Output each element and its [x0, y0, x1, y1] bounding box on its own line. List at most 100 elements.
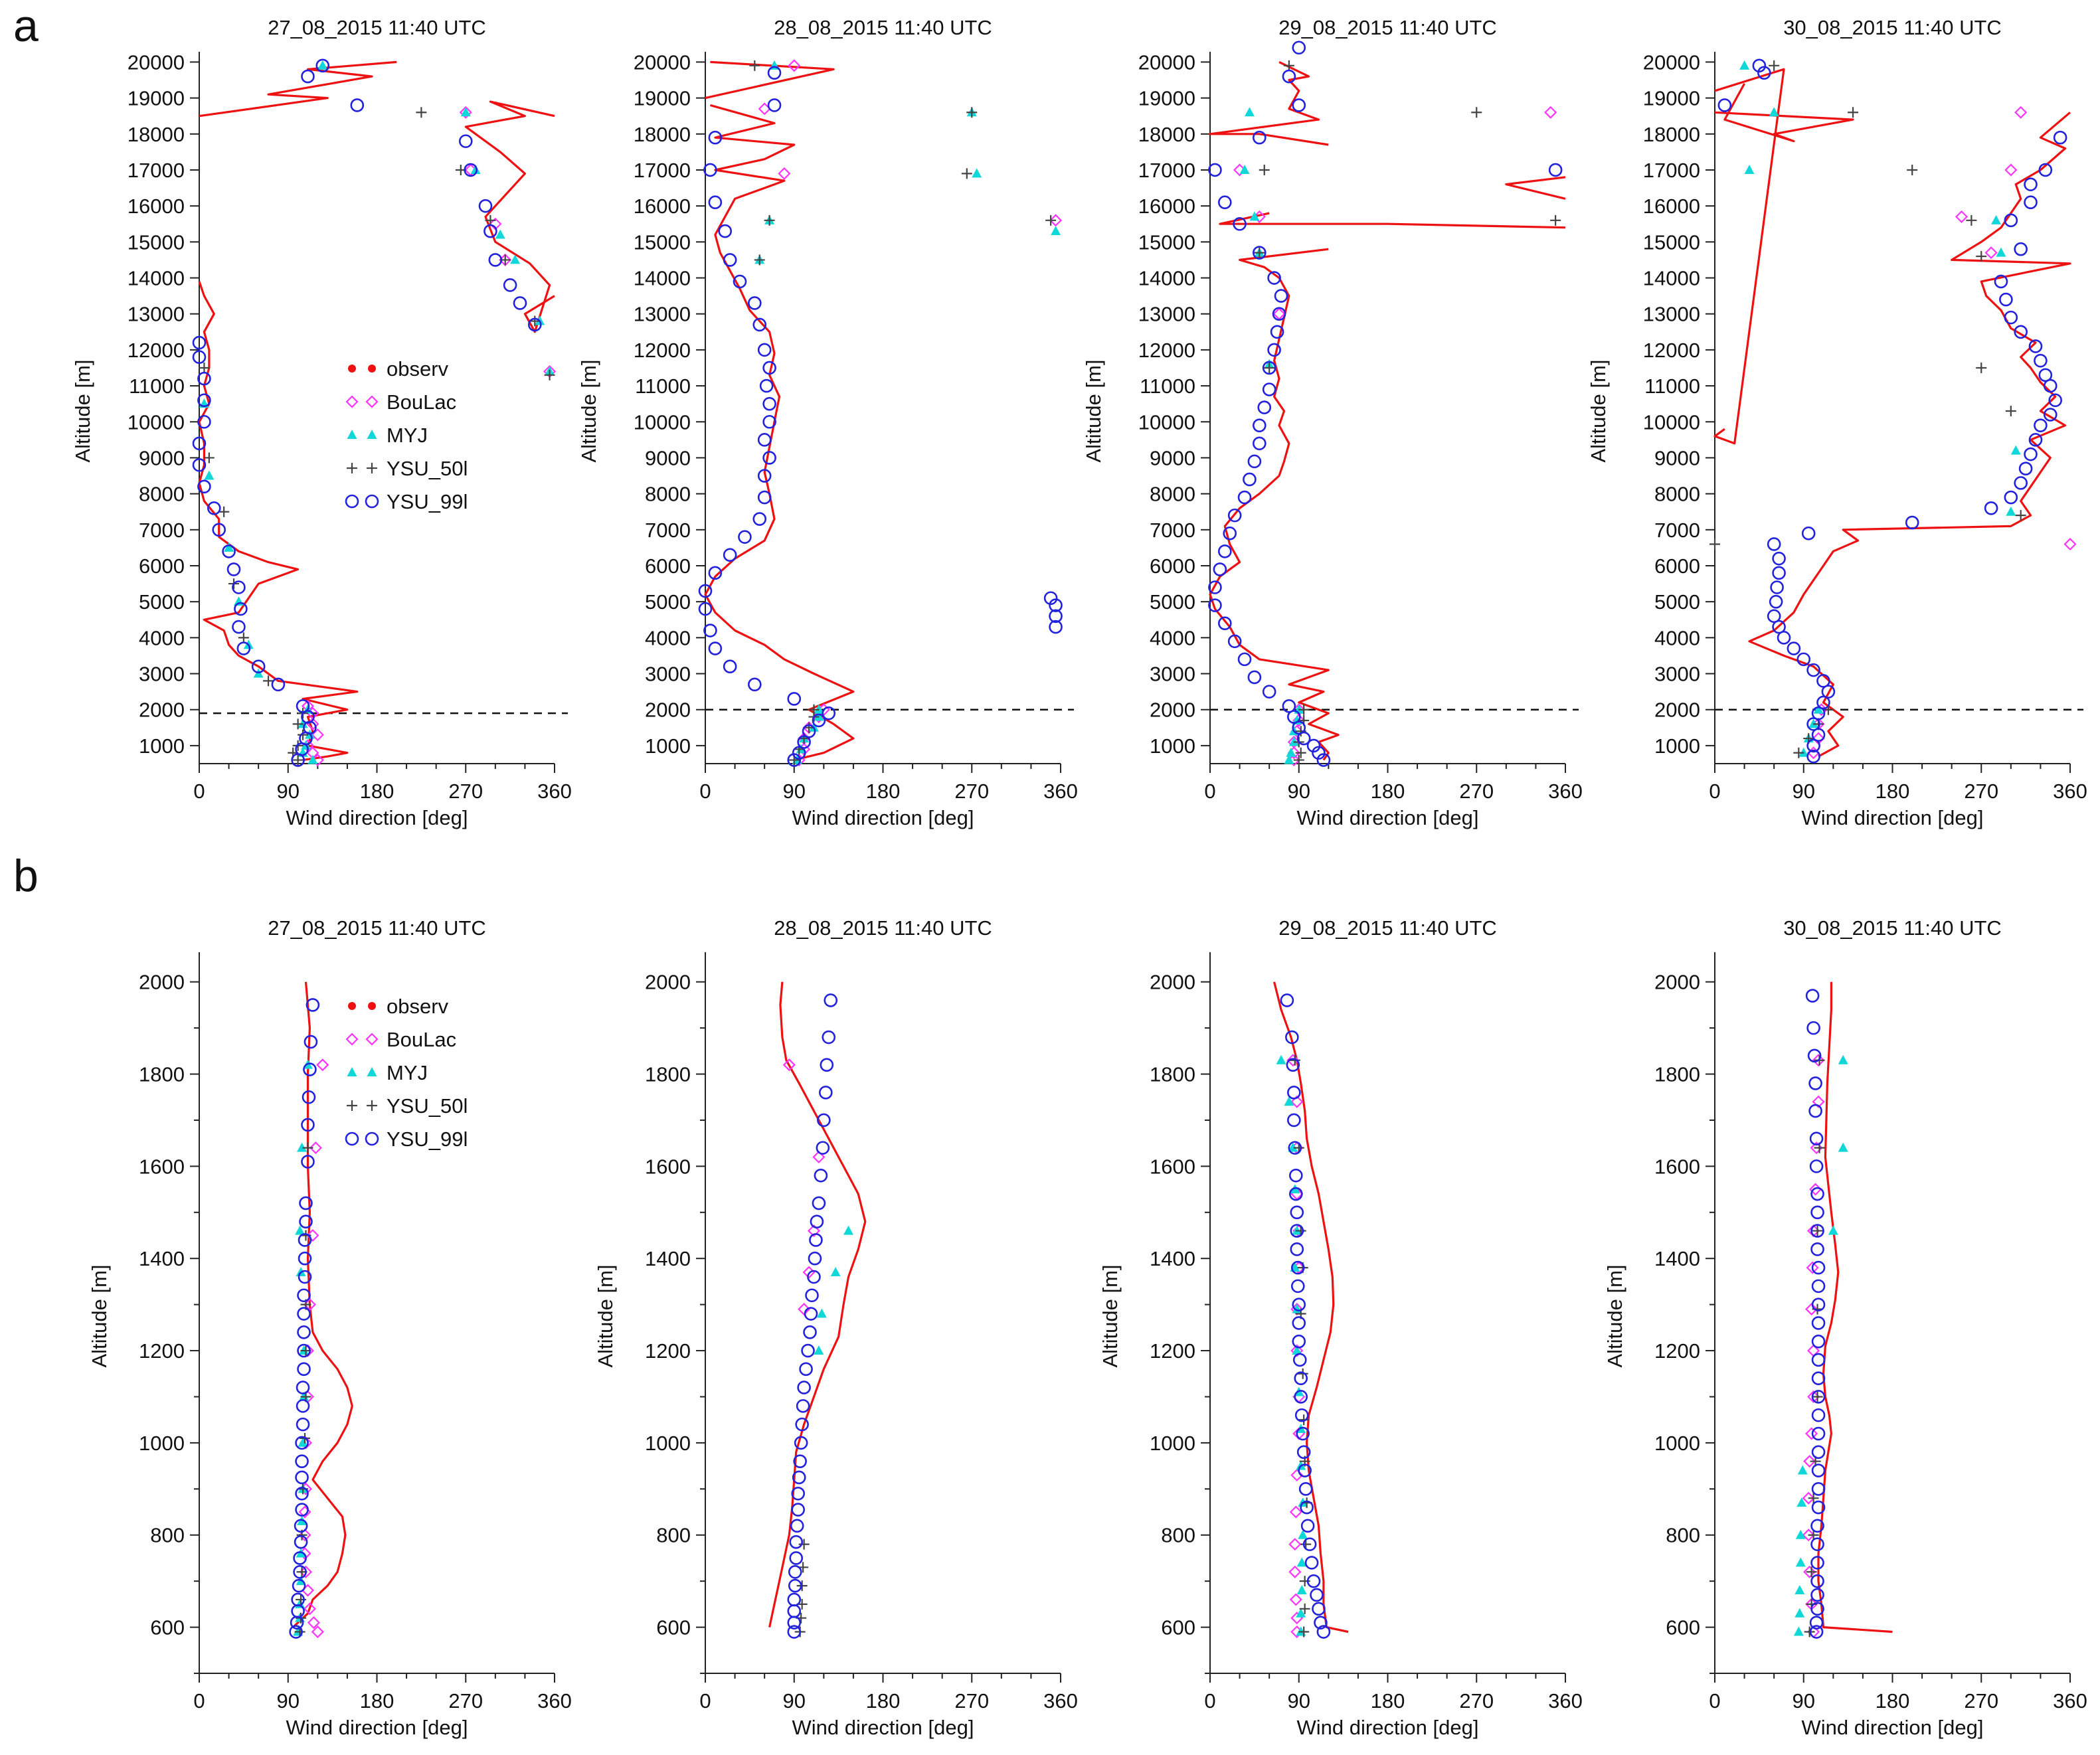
x-tick-label: 360 — [1043, 1689, 1078, 1713]
ysu_99l-point — [1312, 1602, 1326, 1616]
ysu_99l-point — [1811, 728, 1826, 742]
ysu_99l-point — [192, 335, 207, 350]
x-axis-label: Wind direction [deg] — [1297, 806, 1479, 829]
y-tick-label: 800 — [656, 1524, 691, 1547]
legend-label-myj: MYJ — [387, 424, 428, 447]
y-tick-label: 11000 — [635, 375, 691, 398]
myj-point — [1838, 1054, 1848, 1064]
ysu_99l-point — [1262, 685, 1276, 699]
boulac-point — [1290, 1095, 1304, 1108]
ysu_99l-point — [792, 1470, 806, 1485]
ysu_99l-point — [1270, 325, 1284, 339]
x-tick-label: 270 — [1459, 1689, 1494, 1713]
y-tick-label: 18000 — [128, 123, 185, 146]
x-tick-label: 270 — [954, 1689, 989, 1713]
x-tick-label: 360 — [2053, 1689, 2087, 1713]
ysu_99l-point — [1811, 1297, 1826, 1311]
ysu_99l-point — [1994, 274, 2008, 289]
y-tick-label: 7000 — [1150, 519, 1195, 542]
ysu_99l-point — [299, 1196, 313, 1211]
myj-point — [1794, 1585, 1805, 1595]
ysu_99l-point — [2043, 378, 2057, 393]
ysu_50l-point — [1293, 754, 1304, 766]
y-tick-label: 20000 — [1643, 50, 1700, 74]
ysu_99l-point — [1548, 163, 1563, 177]
observ-line — [768, 981, 867, 1628]
boulac-point — [1289, 1505, 1302, 1519]
x-axis-label: Wind direction [deg] — [792, 806, 974, 829]
x-tick-label: 90 — [783, 780, 806, 803]
myj-point — [1284, 754, 1294, 764]
ysu_50l-point — [808, 704, 820, 715]
open-circle-icon — [345, 1131, 359, 1146]
y-tick-label: 16000 — [634, 195, 691, 218]
x-axis-label: Wind direction [deg] — [286, 806, 468, 829]
ysu_50l-point — [485, 214, 496, 226]
y-tick-label: 11000 — [129, 375, 185, 398]
ysu_99l-point — [757, 490, 772, 505]
ysu_99l-point — [295, 1436, 309, 1450]
observ-line — [1505, 176, 1566, 200]
myj-point — [1249, 211, 1260, 221]
ysu_99l-point — [222, 544, 236, 558]
y-tick-label: 17000 — [1643, 159, 1700, 182]
x-tick-label: 360 — [2053, 780, 2087, 803]
ysu_99l-point — [788, 1578, 802, 1593]
ysu_99l-point — [1274, 289, 1288, 303]
y-tick-label: 19000 — [1138, 87, 1195, 110]
ysu_99l-point — [810, 1214, 824, 1228]
ysu_99l-point — [803, 1325, 817, 1339]
observ-line — [1219, 212, 1566, 229]
x-tick-label: 90 — [1288, 1689, 1310, 1713]
observ-line — [292, 981, 353, 1628]
ysu_50l-point — [2015, 510, 2026, 521]
ysu_99l-point — [1292, 1297, 1306, 1311]
ysu_50l-point — [1804, 1626, 1815, 1637]
ysu_99l-point — [1243, 472, 1257, 487]
y-tick-label: 1600 — [645, 1155, 691, 1178]
ysu_99l-point — [1247, 670, 1262, 685]
ysu_99l-point — [1770, 580, 1784, 594]
ysu_99l-point — [794, 1436, 808, 1450]
y-tick-label: 4000 — [645, 626, 691, 649]
boulac-point — [1802, 1529, 1815, 1542]
ysu_99l-point — [1999, 292, 2013, 307]
ysu_99l-point — [1049, 620, 1063, 634]
ysu_50l-point — [796, 1580, 808, 1592]
ysu_99l-point — [2004, 490, 2018, 505]
boulac-point — [1802, 1491, 1815, 1505]
ysu_99l-point — [2004, 213, 2018, 228]
y-tick-label: 800 — [1161, 1524, 1195, 1547]
boulac-point — [1288, 1565, 1302, 1578]
ysu_99l-point — [767, 66, 782, 80]
myj-point — [1051, 226, 1061, 236]
x-tick-label: 180 — [1876, 780, 1910, 803]
chart-title: 30_08_2015 11:40 UTC — [1783, 16, 2002, 39]
myj-point — [2006, 506, 2016, 516]
y-tick-label: 19000 — [1643, 87, 1700, 110]
y-tick-label: 1000 — [139, 1432, 185, 1455]
ysu_99l-point — [234, 602, 248, 616]
y-tick-label: 800 — [1666, 1524, 1700, 1547]
ysu_99l-point — [819, 1086, 833, 1100]
y-tick-label: 5000 — [1654, 590, 1700, 614]
ysu_99l-point — [797, 735, 811, 749]
y-tick-label: 600 — [656, 1616, 691, 1639]
y-tick-label: 3000 — [1654, 663, 1700, 686]
ysu_99l-point — [1217, 195, 1232, 210]
legend-label-ysu_99l: YSU_99l — [387, 490, 468, 513]
observ-line — [1748, 112, 2071, 758]
ysu_99l-point — [787, 1592, 802, 1607]
x-tick-label: 180 — [866, 780, 901, 803]
ysu_99l-point — [762, 361, 776, 375]
legend-label-boulac: BouLac — [387, 1028, 456, 1051]
observ-line — [705, 60, 835, 100]
y-tick-label: 12000 — [1643, 339, 1700, 362]
ysu_99l-point — [2034, 418, 2048, 432]
boulac-point — [316, 1058, 329, 1072]
ysu_99l-point — [1821, 685, 1836, 699]
observ-line — [1817, 981, 1893, 1633]
myj-point — [1292, 1345, 1302, 1355]
chart-4: 30_08_2015 11:40 UTC 0 90 180 270 360 1000 2000… — [1587, 16, 2087, 829]
ysu_99l-point — [1294, 1390, 1308, 1404]
